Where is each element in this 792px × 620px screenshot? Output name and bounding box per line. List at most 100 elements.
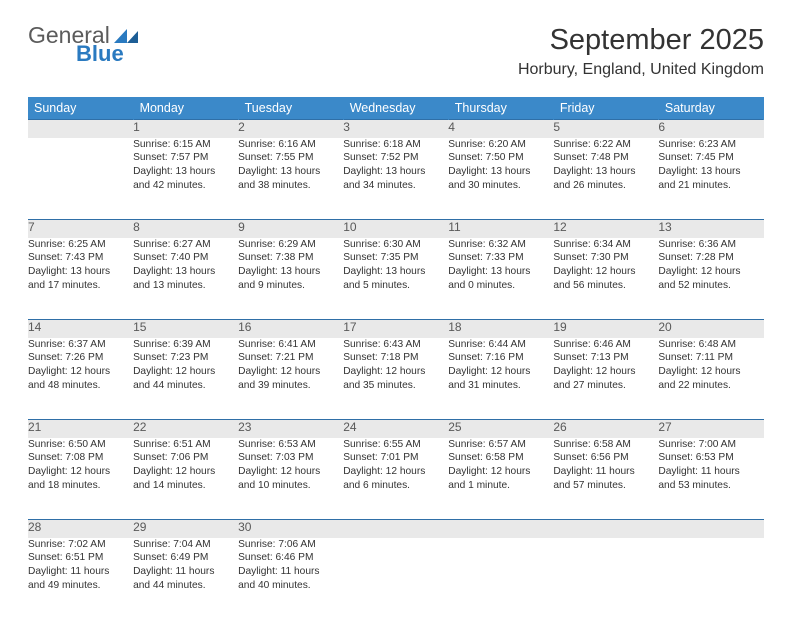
day-number-cell: 2 (238, 120, 343, 138)
sunrise-text: Sunrise: 6:57 AM (448, 438, 553, 452)
sunrise-text: Sunrise: 6:20 AM (448, 138, 553, 152)
day-cell: Sunrise: 6:44 AMSunset: 7:16 PMDaylight:… (448, 338, 553, 420)
sunset-text: Sunset: 7:35 PM (343, 251, 448, 265)
sunset-text: Sunset: 6:51 PM (28, 551, 133, 565)
day-cell: Sunrise: 7:00 AMSunset: 6:53 PMDaylight:… (658, 438, 763, 520)
daylight-text: and 53 minutes. (658, 479, 763, 493)
daylight-text: Daylight: 13 hours (343, 265, 448, 279)
day-cell: Sunrise: 7:06 AMSunset: 6:46 PMDaylight:… (238, 538, 343, 620)
sunset-text: Sunset: 7:18 PM (343, 351, 448, 365)
day-cell: Sunrise: 6:50 AMSunset: 7:08 PMDaylight:… (28, 438, 133, 520)
daylight-text: and 5 minutes. (343, 279, 448, 293)
sunset-text: Sunset: 6:53 PM (658, 451, 763, 465)
day-number-cell: 22 (133, 420, 238, 438)
day-cell: Sunrise: 6:51 AMSunset: 7:06 PMDaylight:… (133, 438, 238, 520)
sunset-text: Sunset: 7:11 PM (658, 351, 763, 365)
daylight-text: Daylight: 12 hours (448, 465, 553, 479)
weekday-header: Wednesday (343, 97, 448, 120)
daylight-text: and 40 minutes. (238, 579, 343, 593)
sunrise-text: Sunrise: 6:27 AM (133, 238, 238, 252)
day-number-cell (448, 520, 553, 538)
daylight-text: and 34 minutes. (343, 179, 448, 193)
day-cell (658, 538, 763, 620)
day-content-row: Sunrise: 6:37 AMSunset: 7:26 PMDaylight:… (28, 338, 764, 420)
sunrise-text: Sunrise: 6:37 AM (28, 338, 133, 352)
day-cell (448, 538, 553, 620)
page-header: General Blue September 2025 Horbury, Eng… (28, 24, 764, 79)
day-number-cell: 1 (133, 120, 238, 138)
weekday-header: Monday (133, 97, 238, 120)
day-cell: Sunrise: 6:34 AMSunset: 7:30 PMDaylight:… (553, 238, 658, 320)
daylight-text: and 49 minutes. (28, 579, 133, 593)
day-cell: Sunrise: 7:04 AMSunset: 6:49 PMDaylight:… (133, 538, 238, 620)
daylight-text: Daylight: 13 hours (448, 265, 553, 279)
day-number-cell: 23 (238, 420, 343, 438)
day-cell: Sunrise: 6:18 AMSunset: 7:52 PMDaylight:… (343, 138, 448, 220)
daylight-text: and 17 minutes. (28, 279, 133, 293)
day-number-cell: 5 (553, 120, 658, 138)
sunrise-text: Sunrise: 6:43 AM (343, 338, 448, 352)
sunrise-text: Sunrise: 6:23 AM (658, 138, 763, 152)
sunrise-text: Sunrise: 6:48 AM (658, 338, 763, 352)
day-number-cell: 9 (238, 220, 343, 238)
logo: General Blue (28, 24, 140, 65)
day-number-cell: 7 (28, 220, 133, 238)
day-number-cell: 19 (553, 320, 658, 338)
day-number-cell (28, 120, 133, 138)
day-number-cell: 13 (658, 220, 763, 238)
day-cell: Sunrise: 6:46 AMSunset: 7:13 PMDaylight:… (553, 338, 658, 420)
sunrise-text: Sunrise: 7:06 AM (238, 538, 343, 552)
sunrise-text: Sunrise: 6:39 AM (133, 338, 238, 352)
daylight-text: Daylight: 13 hours (448, 165, 553, 179)
daylight-text: and 35 minutes. (343, 379, 448, 393)
day-cell: Sunrise: 6:29 AMSunset: 7:38 PMDaylight:… (238, 238, 343, 320)
sunset-text: Sunset: 7:55 PM (238, 151, 343, 165)
day-number-cell: 25 (448, 420, 553, 438)
daylight-text: Daylight: 12 hours (658, 265, 763, 279)
sunrise-text: Sunrise: 6:36 AM (658, 238, 763, 252)
day-cell: Sunrise: 6:48 AMSunset: 7:11 PMDaylight:… (658, 338, 763, 420)
sunrise-text: Sunrise: 6:18 AM (343, 138, 448, 152)
day-number-cell: 21 (28, 420, 133, 438)
day-cell: Sunrise: 6:41 AMSunset: 7:21 PMDaylight:… (238, 338, 343, 420)
sunset-text: Sunset: 7:13 PM (553, 351, 658, 365)
title-block: September 2025 Horbury, England, United … (518, 24, 764, 79)
daylight-text: Daylight: 13 hours (133, 165, 238, 179)
daylight-text: and 9 minutes. (238, 279, 343, 293)
daylight-text: Daylight: 13 hours (238, 165, 343, 179)
day-cell (343, 538, 448, 620)
daylight-text: Daylight: 11 hours (28, 565, 133, 579)
weekday-header: Saturday (658, 97, 763, 120)
weekday-header: Tuesday (238, 97, 343, 120)
daylight-text: Daylight: 12 hours (658, 365, 763, 379)
day-number-cell: 10 (343, 220, 448, 238)
day-cell: Sunrise: 6:22 AMSunset: 7:48 PMDaylight:… (553, 138, 658, 220)
day-cell: Sunrise: 6:20 AMSunset: 7:50 PMDaylight:… (448, 138, 553, 220)
day-number-cell: 30 (238, 520, 343, 538)
day-cell (553, 538, 658, 620)
sunset-text: Sunset: 7:23 PM (133, 351, 238, 365)
sunrise-text: Sunrise: 6:51 AM (133, 438, 238, 452)
sunset-text: Sunset: 7:43 PM (28, 251, 133, 265)
daylight-text: Daylight: 11 hours (658, 465, 763, 479)
day-content-row: Sunrise: 7:02 AMSunset: 6:51 PMDaylight:… (28, 538, 764, 620)
day-cell: Sunrise: 6:36 AMSunset: 7:28 PMDaylight:… (658, 238, 763, 320)
day-cell: Sunrise: 6:58 AMSunset: 6:56 PMDaylight:… (553, 438, 658, 520)
day-content-row: Sunrise: 6:25 AMSunset: 7:43 PMDaylight:… (28, 238, 764, 320)
sunrise-text: Sunrise: 6:34 AM (553, 238, 658, 252)
day-number-row: 78910111213 (28, 220, 764, 238)
daylight-text: Daylight: 12 hours (553, 365, 658, 379)
sunrise-text: Sunrise: 6:16 AM (238, 138, 343, 152)
day-content-row: Sunrise: 6:50 AMSunset: 7:08 PMDaylight:… (28, 438, 764, 520)
sunset-text: Sunset: 6:46 PM (238, 551, 343, 565)
weekday-header: Sunday (28, 97, 133, 120)
day-content-row: Sunrise: 6:15 AMSunset: 7:57 PMDaylight:… (28, 138, 764, 220)
sunrise-text: Sunrise: 6:53 AM (238, 438, 343, 452)
daylight-text: Daylight: 13 hours (133, 265, 238, 279)
sunset-text: Sunset: 7:33 PM (448, 251, 553, 265)
daylight-text: Daylight: 12 hours (28, 465, 133, 479)
day-number-cell: 8 (133, 220, 238, 238)
daylight-text: Daylight: 12 hours (133, 465, 238, 479)
daylight-text: Daylight: 13 hours (553, 165, 658, 179)
daylight-text: and 52 minutes. (658, 279, 763, 293)
